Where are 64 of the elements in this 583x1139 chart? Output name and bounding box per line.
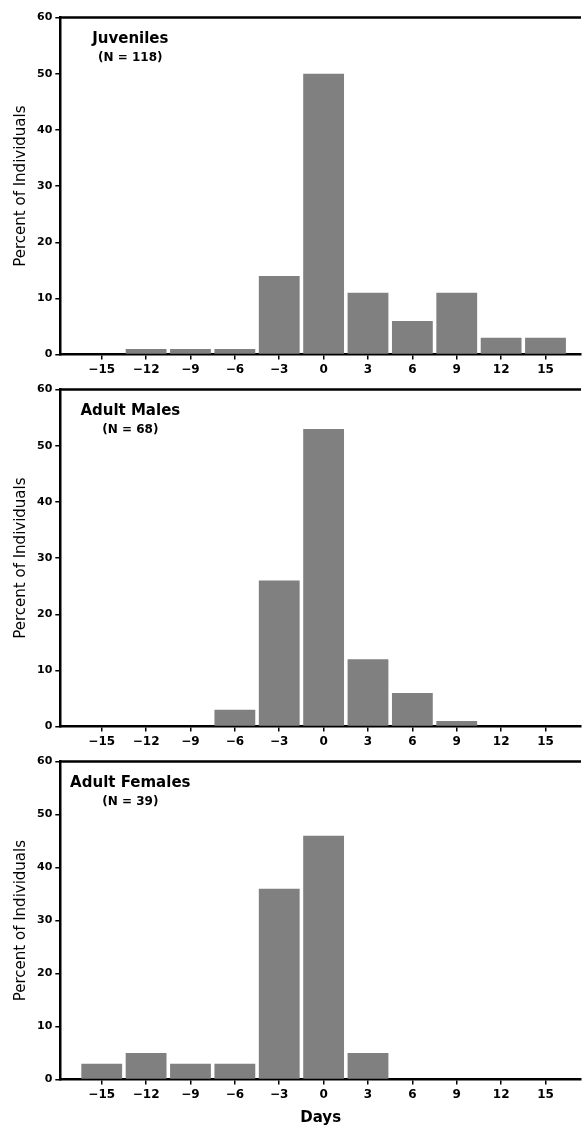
x-tick-label: −12 (132, 1086, 160, 1101)
y-tick-label: 50 (37, 66, 53, 80)
x-tick-label: 3 (363, 733, 373, 748)
x-tick-label: −3 (270, 361, 289, 376)
x-tick-label: −12 (132, 361, 160, 376)
x-tick-label: 15 (537, 733, 554, 748)
x-tick-label: 6 (408, 1086, 417, 1101)
y-tick-label: 40 (37, 860, 53, 874)
x-tick-label: −12 (132, 733, 160, 748)
x-tick-label: −9 (181, 361, 200, 376)
y-tick-label: 10 (37, 1019, 53, 1033)
x-tick-label: 12 (492, 733, 510, 748)
x-tick-label: 0 (319, 361, 328, 376)
y-tick-label: 50 (37, 807, 53, 821)
y-axis-title: Percent of Individuals (10, 839, 29, 1002)
y-axis-title: Percent of Individuals (10, 105, 29, 267)
annotation: (N = 68) (102, 421, 159, 436)
y-tick-label: 30 (37, 178, 53, 192)
x-tick-label: −3 (270, 1086, 289, 1101)
y-tick-label: 60 (37, 754, 53, 768)
x-tick-label: 0 (319, 733, 328, 748)
x-tick-label: 6 (408, 733, 417, 748)
x-tick-label: 15 (537, 1086, 554, 1101)
x-tick-label: 6 (408, 361, 417, 376)
x-tick-label: 9 (452, 733, 461, 748)
y-tick-label: 30 (37, 913, 53, 927)
y-tick-label: 20 (37, 235, 53, 249)
y-tick-label: 50 (37, 438, 53, 452)
x-tick-label: −3 (270, 733, 289, 748)
x-tick-label: −6 (225, 361, 245, 376)
x-tick-label: −15 (88, 361, 116, 376)
y-tick-label: 20 (37, 607, 53, 621)
y-tick-label: 0 (44, 347, 53, 361)
x-tick-label: −15 (88, 1086, 116, 1101)
x-tick-label: 15 (537, 361, 554, 376)
y-tick-label: 60 (37, 382, 53, 396)
x-tick-label: −9 (181, 733, 200, 748)
y-axis-title: Percent of Individuals (10, 477, 29, 639)
annotation: Adult Females (70, 772, 191, 791)
x-tick-label: 12 (492, 361, 510, 376)
annotation: (N = 118) (98, 49, 163, 64)
x-axis-title: Days (300, 1107, 342, 1126)
y-tick-label: 20 (37, 966, 53, 980)
y-tick-label: 0 (44, 719, 53, 733)
y-tick-label: 10 (37, 663, 53, 677)
x-tick-label: 0 (319, 1086, 328, 1101)
y-tick-label: 40 (37, 122, 53, 136)
annotation: Adult Males (80, 400, 181, 419)
x-tick-label: −6 (225, 1086, 245, 1101)
x-tick-label: −6 (225, 733, 245, 748)
x-tick-label: −15 (88, 733, 116, 748)
y-tick-label: 30 (37, 550, 53, 564)
x-tick-label: 3 (363, 361, 373, 376)
y-tick-label: 10 (37, 291, 53, 305)
x-tick-label: 9 (452, 1086, 461, 1101)
annotation: Juveniles (91, 28, 169, 47)
x-tick-label: −9 (181, 1086, 200, 1101)
y-tick-label: 40 (37, 494, 53, 508)
annotation: (N = 39) (102, 793, 159, 808)
y-tick-label: 0 (44, 1072, 53, 1086)
x-tick-label: 9 (452, 361, 461, 376)
x-tick-label: 12 (492, 1086, 510, 1101)
y-tick-label: 60 (37, 10, 53, 24)
x-tick-label: 3 (363, 1086, 373, 1101)
